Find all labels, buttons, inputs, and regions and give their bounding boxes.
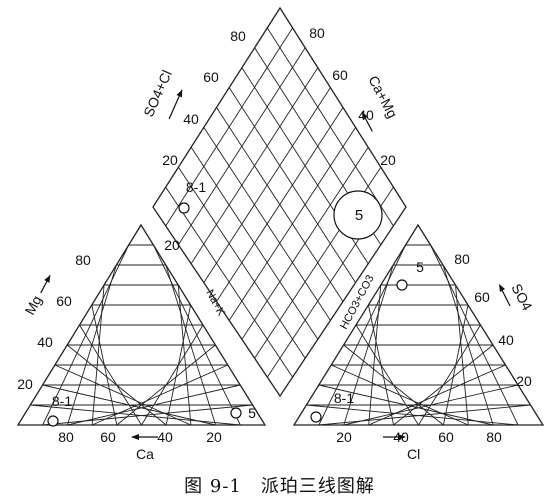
tick-labels: 20 40 60 80 80 60 40 20 20 40 60 80 20 40 60 80 20 40 60 80… xyxy=(17,25,532,445)
anion-right-tick-label: 20 xyxy=(516,373,532,389)
anion-triangle-grid-line xyxy=(355,324,419,426)
anion-triangle-grid-line xyxy=(343,344,444,426)
anion-right-tick-label: 60 xyxy=(474,289,490,305)
cation-base-label-ca: Ca xyxy=(136,446,154,462)
cation-base-arrow xyxy=(131,434,158,440)
anion-bottom-tick-label: 20 xyxy=(336,429,352,445)
anion-bottom-tick-label: 60 xyxy=(438,429,454,445)
cation-triangle-grid-line xyxy=(42,384,216,426)
cation-sample-label-8-1: 8-1 xyxy=(52,393,72,409)
cation-sample-point-8-1 xyxy=(47,415,59,427)
svg-text:Mg: Mg xyxy=(22,293,45,318)
anion-sample-point-8-1 xyxy=(310,411,322,423)
cation-left-tick-label: 20 xyxy=(17,376,33,392)
cation-triangle-grid-line xyxy=(54,364,192,426)
diamond-left-tick-label: 40 xyxy=(183,111,199,127)
anion-bottom-tick-label: 80 xyxy=(486,429,502,445)
cation-sample-label-5: 5 xyxy=(248,405,256,421)
diamond-grid-line xyxy=(228,87,356,283)
diamond-grid-line xyxy=(241,147,369,340)
diamond-sample-label-5: 5 xyxy=(355,207,363,224)
anion-sample-label-8-1: 8-1 xyxy=(334,390,354,406)
anion-triangle-grid-line xyxy=(430,244,519,426)
diamond-left-axis-label: SO4+Cl xyxy=(140,68,183,120)
anion-base-arrow xyxy=(383,434,406,440)
cation-triangle-grid-line xyxy=(177,284,192,426)
cation-triangle-grid-line xyxy=(152,244,241,426)
diamond-lower-tick-label: 20 xyxy=(164,237,180,253)
anion-triangle-grid-line xyxy=(442,264,494,426)
anion-triangle-grid-line xyxy=(318,384,494,426)
anion-triangle-grid-line xyxy=(442,304,469,426)
svg-text:Na+K: Na+K xyxy=(203,288,227,319)
svg-text:SO4+Cl: SO4+Cl xyxy=(140,68,175,120)
cation-triangle-grid-line xyxy=(66,344,167,426)
sample-points: 8-1 5 8-1 5 5 8-1 xyxy=(47,179,424,427)
anion-right-tick-label: 40 xyxy=(498,332,514,348)
cation-bottom-tick-label: 60 xyxy=(100,429,116,445)
cation-left-tick-label: 60 xyxy=(56,293,72,309)
cation-triangle-grid-line xyxy=(79,324,142,426)
diamond-grid-line xyxy=(228,127,356,321)
anion-sample-point-5 xyxy=(396,279,408,291)
anion-triangle-grid-line xyxy=(306,404,519,426)
figure-caption: 图 9-1 派珀三线图解 xyxy=(184,476,375,497)
diamond-sample-label-8-1: 8-1 xyxy=(186,179,206,195)
cation-bottom-tick-label: 40 xyxy=(157,429,173,445)
anion-right-tick-label: 80 xyxy=(454,251,470,267)
diamond-right-arrow xyxy=(361,111,373,132)
diamond-left-tick-label: 60 xyxy=(203,69,219,85)
anion-base-label-cl: Cl xyxy=(407,446,420,462)
cation-bottom-tick-label: 80 xyxy=(58,429,74,445)
anion-triangle-grid-line xyxy=(418,324,481,426)
diamond-sample-point-8-1 xyxy=(178,202,190,214)
cation-na-k-label: Na+K xyxy=(203,288,227,319)
diamond-right-tick-label: 20 xyxy=(380,152,396,168)
anion-triangle-grid-line xyxy=(455,284,469,426)
svg-text:SO4: SO4 xyxy=(508,281,535,313)
cation-triangle-grid-line xyxy=(30,404,241,426)
diamond-outline xyxy=(152,6,407,398)
diamond-right-tick-label: 60 xyxy=(332,67,348,83)
anion-triangle-grid-line xyxy=(331,364,469,426)
cation-left-tick-label: 40 xyxy=(37,334,53,350)
diamond-grid-line xyxy=(266,27,394,227)
diamond-left-tick-label: 20 xyxy=(162,152,178,168)
cation-left-tick-label: 80 xyxy=(75,252,91,268)
cation-triangle-grid-line xyxy=(165,304,192,426)
cation-apex-label-mg: Mg xyxy=(22,274,51,318)
cation-sample-point-5 xyxy=(230,407,242,419)
grid-lines xyxy=(16,6,545,426)
diamond-grid-line xyxy=(216,107,344,302)
diamond-right-tick-label: 80 xyxy=(309,25,325,41)
cation-bottom-tick-label: 20 xyxy=(206,429,222,445)
diamond-right-tick-label: 40 xyxy=(358,107,374,123)
anion-bottom-tick-label: 40 xyxy=(393,429,409,445)
diamond-sample-point-5 xyxy=(333,190,383,240)
cation-triangle-grid-line xyxy=(165,264,217,426)
anion-so4-label: SO4 xyxy=(508,281,535,313)
anion-sample-label-5: 5 xyxy=(416,259,424,275)
diamond-left-tick-label: 80 xyxy=(230,28,246,44)
cation-triangle-grid-line xyxy=(141,324,204,426)
anion-so4-arrow xyxy=(499,284,511,307)
